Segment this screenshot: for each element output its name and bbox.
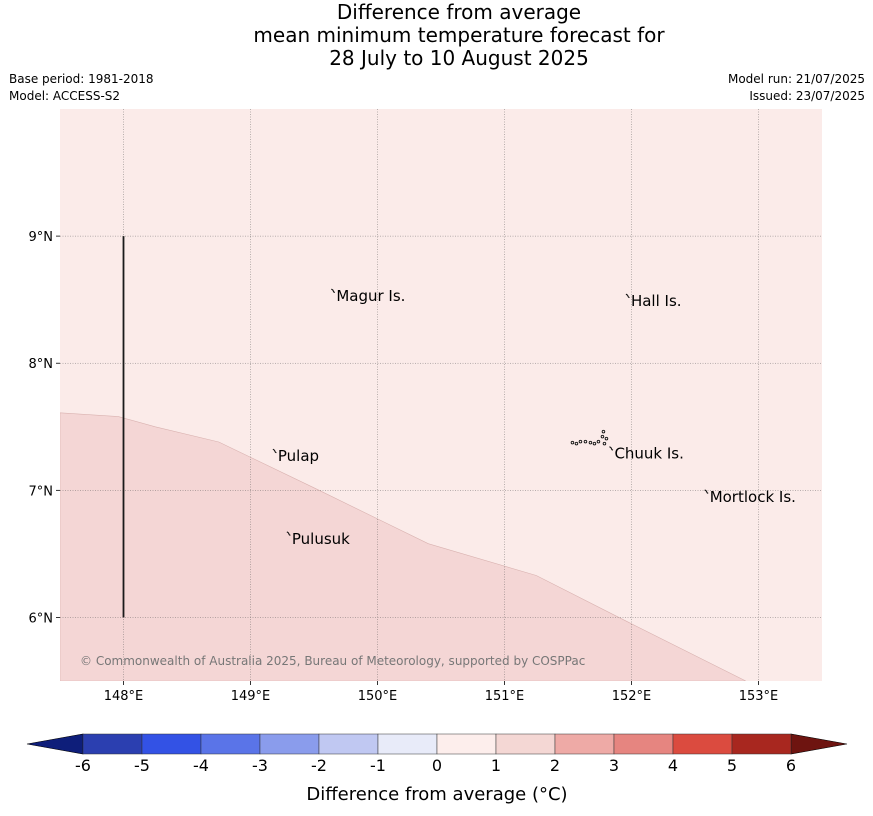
place-label: Hall Is.: [631, 292, 682, 310]
title-line-1: Difference from average: [336, 0, 582, 24]
colorbar-tick-label: 6: [786, 756, 796, 775]
colorbar-swatch: [259, 733, 320, 755]
colorbar-tick-label: -6: [75, 756, 91, 775]
colorbar-swatch: [731, 733, 792, 755]
islet-marker: [578, 439, 583, 444]
colorbar-over-arrow: [790, 733, 848, 755]
model-name: Model: ACCESS-S2: [9, 89, 121, 103]
islet-marker: [601, 429, 606, 434]
lat-tick-label: 8°N: [29, 357, 54, 372]
lat-tick-label: 7°N: [29, 484, 54, 499]
island-outline: [609, 446, 614, 451]
lat-tick-label: 6°N: [29, 611, 54, 626]
lon-tick-label: 150°E: [358, 689, 398, 704]
meta-left: Base period: 1981-2018 Model: ACCESS-S2: [9, 71, 154, 105]
colorbar-swatch: [672, 733, 733, 755]
island-outline: [286, 531, 291, 536]
islet-marker: [596, 439, 601, 444]
colorbar-tick-label: -3: [252, 756, 268, 775]
place-label: Mortlock Is.: [710, 488, 796, 506]
island-outline: [625, 293, 630, 299]
lon-tick-label: 151°E: [485, 689, 525, 704]
colorbar-tick-label: 1: [491, 756, 501, 775]
colorbar-tick-label: 4: [668, 756, 678, 775]
map-axes: 148°E 149°E 150°E 151°E 152°E 153°E 9°N 8°N 7°N 6…: [29, 230, 779, 704]
copyright-notice: © Commonwealth of Australia 2025, Bureau…: [80, 654, 585, 668]
islet-marker: [600, 434, 605, 439]
colorbar-swatch: [141, 733, 202, 755]
model-run: Model run: 21/07/2025: [727, 72, 865, 86]
lon-tick-label: 153°E: [739, 689, 779, 704]
colorbar-swatch: [554, 733, 615, 755]
title-line-2: mean minimum temperature forecast for: [253, 23, 665, 47]
island-outline: [704, 489, 709, 494]
colorbar-swatch: [613, 733, 674, 755]
colorbar-tick-label: -2: [311, 756, 327, 775]
lon-tick-label: 149°E: [231, 689, 271, 704]
lat-tick-label: 9°N: [29, 230, 54, 245]
issued-date: Issued: 23/07/2025: [749, 89, 865, 103]
colorbar-tick-label: 3: [609, 756, 619, 775]
colorbar-tick-label: 2: [550, 756, 560, 775]
colorbar-tick-label: -1: [370, 756, 386, 775]
colorbar-under-arrow: [26, 733, 84, 755]
colorbar-tick-label: -5: [134, 756, 150, 775]
place-label: Pulap: [278, 447, 319, 465]
colorbar-swatch: [318, 733, 379, 755]
colorbar-swatch: [436, 733, 497, 755]
place-label: Pulusuk: [292, 530, 350, 548]
base-period: Base period: 1981-2018: [9, 72, 154, 86]
colorbar-tick-label: -4: [193, 756, 209, 775]
lon-tick-label: 148°E: [104, 689, 144, 704]
colorbar-label: Difference from average (°C): [306, 784, 567, 805]
band-1-to-2: [60, 412, 746, 681]
islet-marker: [602, 441, 607, 446]
islet-marker: [592, 441, 597, 446]
colorbar-swatch: [82, 733, 143, 755]
island-outline: [272, 448, 277, 454]
islet-marker: [583, 439, 588, 444]
map-area: Magur Is. Hall Is. Pulap Chuuk Is. Mortlock …: [60, 109, 822, 681]
colorbar-swatch: [377, 733, 438, 755]
colorbar: -6 -5 -4 -3 -2 -1 0 1 2 3 4 5 6 Difference from avera…: [26, 733, 848, 805]
place-label: Magur Is.: [336, 287, 405, 305]
islet-marker: [604, 436, 609, 441]
meta-right: Model run: 21/07/2025 Issued: 23/07/2025: [728, 71, 865, 105]
colorbar-swatch: [495, 733, 556, 755]
islet-marker: [588, 440, 593, 445]
island-outline: [331, 288, 336, 294]
colorbar-tick-label: 5: [727, 756, 737, 775]
islet-marker: [574, 441, 579, 446]
colorbar-swatch: [200, 733, 261, 755]
place-label: Chuuk Is.: [614, 445, 683, 463]
lon-tick-label: 152°E: [612, 689, 652, 704]
colorbar-tick-label: 0: [432, 756, 442, 775]
islet-marker: [570, 440, 575, 445]
chart-title: Difference from average mean minimum tem…: [0, 1, 873, 70]
title-line-3: 28 July to 10 August 2025: [329, 46, 589, 70]
